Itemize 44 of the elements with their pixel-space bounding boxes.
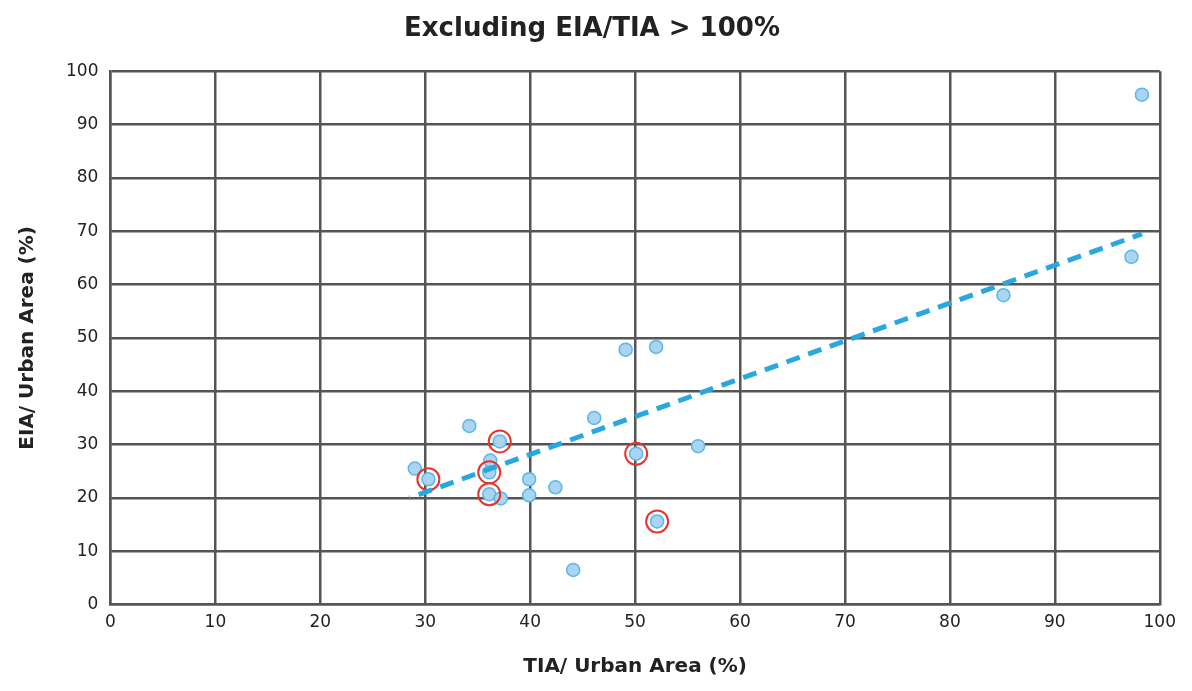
point [645, 509, 670, 534]
x-axis-title: TIA/ Urban Area (%) [523, 653, 747, 678]
x-tick-label: 60 [729, 611, 751, 632]
y-tick-label: 100 [65, 59, 99, 80]
y-tick-label: 60 [76, 272, 99, 293]
y-tick-label: 80 [76, 166, 99, 187]
y-tick-label: 30 [76, 433, 99, 453]
point [996, 287, 1011, 303]
x-tick-label: 0 [105, 611, 116, 632]
x-tick-label: 70 [834, 611, 856, 632]
x-tick-label: 80 [939, 611, 961, 632]
y-tick-label: 40 [76, 379, 99, 400]
point [487, 429, 512, 454]
x-tick-label: 40 [519, 611, 541, 632]
x-tick-label: 30 [414, 611, 437, 632]
y-axis-title: EIA/ Urban Area (%) [14, 226, 39, 450]
point [462, 418, 477, 434]
point [521, 488, 537, 503]
x-tick-label: 100 [1143, 611, 1176, 632]
point [624, 441, 649, 466]
x-tick-label: 50 [624, 611, 646, 632]
x-tick-label: 90 [1044, 611, 1066, 632]
y-tick-label: 10 [76, 539, 99, 560]
x-tick-label: 20 [309, 611, 332, 632]
point [586, 410, 602, 426]
point [548, 480, 563, 495]
point [690, 438, 706, 454]
point [1124, 249, 1139, 265]
x-tick-label: 10 [204, 611, 227, 632]
y-tick-label: 90 [76, 112, 99, 133]
point [407, 461, 422, 476]
point [477, 460, 502, 485]
point [1134, 87, 1150, 102]
y-tick-label: 70 [76, 219, 99, 240]
point [477, 482, 502, 507]
point [565, 562, 581, 578]
y-tick-label: 50 [76, 326, 99, 347]
point [618, 342, 633, 357]
point [648, 339, 664, 355]
y-tick-label: 0 [87, 593, 99, 614]
chart-title: Excluding EIA/TIA > 100% [404, 12, 780, 43]
point [416, 467, 441, 492]
point [521, 472, 537, 487]
y-tick-label: 20 [76, 486, 99, 507]
